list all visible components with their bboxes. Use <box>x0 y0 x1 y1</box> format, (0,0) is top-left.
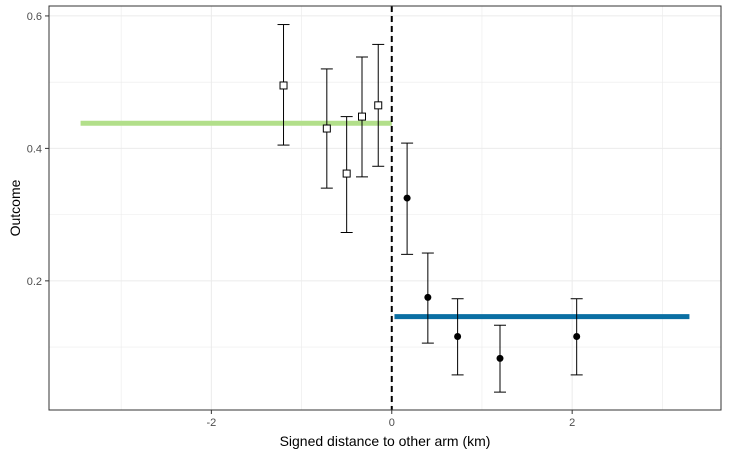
point-open-square <box>322 124 331 133</box>
point-filled-circle <box>403 194 411 202</box>
x-tick-label: 2 <box>569 417 575 429</box>
point-open-square <box>279 81 288 90</box>
y-tick-label: 0.4 <box>27 143 42 155</box>
point-open-square <box>342 169 351 178</box>
y-axis-ticks: 0.2 0.4 0.6 <box>27 11 49 288</box>
y-axis-title: Outcome <box>7 179 23 236</box>
point-open-square <box>374 101 383 110</box>
point-filled-circle <box>454 332 462 340</box>
plot-background <box>49 6 721 410</box>
y-tick-label: 0.2 <box>27 276 42 288</box>
point-filled-circle <box>496 354 504 362</box>
data-points <box>279 81 581 362</box>
fit-lines <box>80 120 690 320</box>
point-filled-circle <box>424 293 432 301</box>
x-tick-label: -2 <box>206 417 216 429</box>
x-axis-ticks: -2 0 2 <box>206 410 575 429</box>
plot-border <box>48 5 722 411</box>
grid-lines <box>49 6 721 410</box>
x-axis-title: Signed distance to other arm (km) <box>280 433 491 449</box>
x-tick-label: 0 <box>389 417 395 429</box>
point-open-square <box>357 112 366 121</box>
y-tick-label: 0.6 <box>27 11 42 23</box>
point-filled-circle <box>573 332 581 340</box>
